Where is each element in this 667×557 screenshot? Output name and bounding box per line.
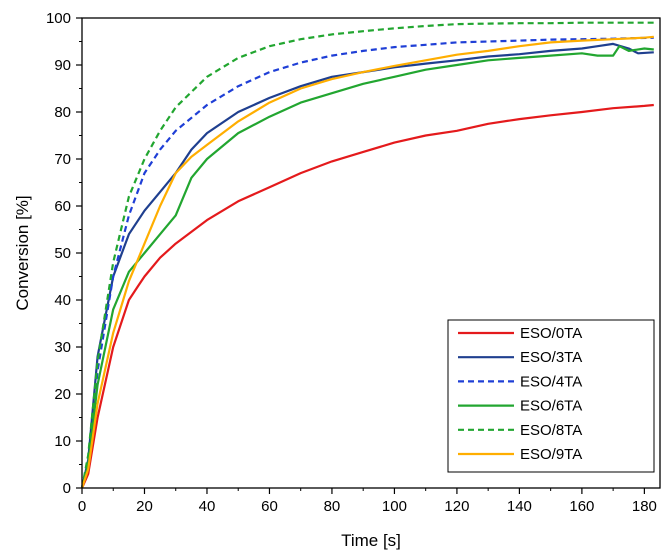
y-tick-label: 0	[63, 480, 71, 497]
y-tick-label: 90	[54, 57, 71, 74]
x-tick-label: 40	[199, 498, 216, 515]
y-tick-label: 70	[54, 151, 71, 168]
series-line-5	[80, 35, 654, 489]
x-axis-title: Time [s]	[341, 531, 401, 550]
series-line-1	[80, 42, 654, 489]
x-tick-label: 0	[78, 498, 86, 515]
x-tick-label: 120	[444, 498, 469, 515]
series-line-0	[80, 103, 654, 489]
y-tick-label: 50	[54, 245, 71, 262]
y-tick-label: 40	[54, 292, 71, 309]
legend-label: ESO/8TA	[520, 422, 582, 439]
y-tick-label: 60	[54, 198, 71, 215]
legend-label: ESO/4TA	[520, 373, 582, 390]
legend-label: ESO/9TA	[520, 446, 582, 463]
legend-box	[447, 319, 655, 473]
x-tick-label: 60	[261, 498, 278, 515]
legend-label: ESO/6TA	[520, 398, 582, 415]
y-tick-label: 20	[54, 386, 71, 403]
legend-label: ESO/0TA	[520, 325, 582, 342]
y-tick-label: 30	[54, 339, 71, 356]
y-tick-label: 10	[54, 433, 71, 450]
series-line-4	[80, 21, 654, 489]
x-tick-label: 160	[569, 498, 594, 515]
y-tick-label: 100	[46, 10, 71, 27]
series-layer	[80, 21, 654, 489]
y-axis-title: Conversion [%]	[13, 195, 32, 310]
x-tick-label: 20	[136, 498, 153, 515]
x-tick-label: 140	[507, 498, 532, 515]
legend-label: ESO/3TA	[520, 349, 582, 366]
legend: ESO/0TA ESO/3TA ESO/4TA ESO/6TA ESO/8TA ESO/9…	[447, 319, 655, 473]
axis-ticks: 0 20 40 60 80 100 120 140 160 180 0 10 20 30 40 50 60 70 8…	[46, 10, 657, 515]
x-tick-label: 180	[632, 498, 657, 515]
y-tick-label: 80	[54, 104, 71, 121]
x-tick-label: 80	[324, 498, 341, 515]
x-tick-label: 100	[382, 498, 407, 515]
